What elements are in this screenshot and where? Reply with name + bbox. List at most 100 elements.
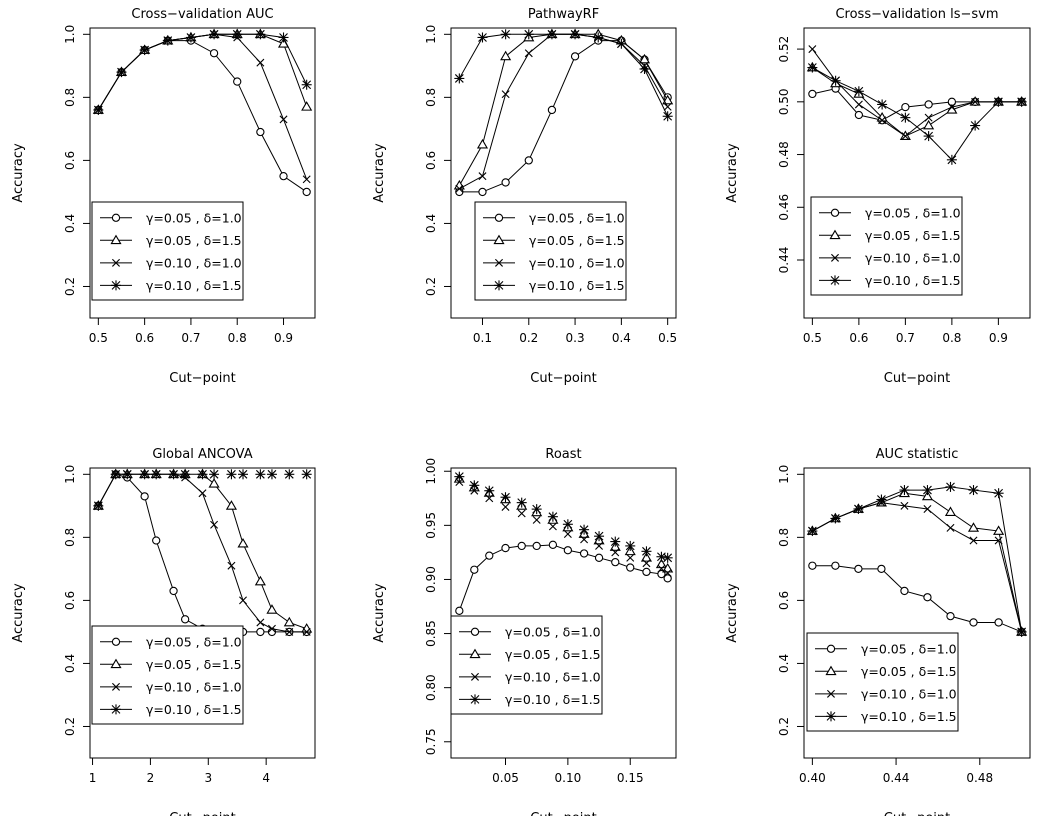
series-line: [97, 473, 307, 633]
data-point: [971, 97, 980, 106]
data-point: [993, 96, 1004, 107]
data-point: [232, 29, 243, 40]
data-point: [546, 29, 557, 40]
legend: γ=0.05 , δ=1.0 γ=0.05 , δ=1.5 γ=0.10 , δ=1…: [474, 201, 627, 301]
x-tick-label: 2: [147, 771, 155, 785]
data-point: [267, 624, 276, 633]
y-tick-label: 0.4: [63, 214, 77, 233]
data-point: [831, 561, 840, 570]
data-point: [626, 563, 635, 572]
data-point: [237, 537, 249, 548]
series-line: [459, 33, 669, 190]
data-point: [642, 567, 651, 577]
legend-entry: γ=0.05 , δ=1.0: [861, 641, 957, 656]
chart-title: Global ANCOVA: [152, 447, 252, 462]
chart-title: Cross−validation AUC: [131, 7, 273, 22]
data-point: [922, 485, 933, 496]
data-point: [663, 102, 672, 111]
legend-entry: γ=0.10 , δ=1.0: [146, 255, 242, 270]
y-tick-label: 0.8: [63, 88, 77, 107]
data-point: [900, 586, 909, 596]
series-line: [97, 33, 308, 111]
data-point: [180, 615, 190, 624]
legend-marker: [493, 234, 505, 245]
data-point: [301, 469, 312, 480]
data-point: [946, 523, 955, 532]
chart-panel: Roast Cut−point Accuracy 0.05 0.10 0.15 0.75 0.…: [372, 447, 677, 816]
legend-marker: [830, 208, 840, 217]
y-tick-label: 0.8: [777, 528, 791, 547]
chart-title: Roast: [545, 447, 581, 462]
data-point: [209, 49, 219, 58]
data-point: [878, 116, 887, 125]
legend-entry: γ=0.10 , δ=1.0: [529, 255, 625, 270]
y-tick-label: 0.2: [424, 277, 438, 296]
data-point: [477, 32, 488, 43]
plot-frame: [89, 27, 316, 319]
data-point: [266, 469, 277, 480]
legend-entry: γ=0.10 , δ=1.0: [861, 686, 957, 701]
series-triangle: [92, 28, 313, 114]
data-point: [140, 492, 149, 501]
data-point: [853, 503, 864, 514]
data-point: [901, 102, 910, 112]
legend-marker: [827, 689, 835, 698]
data-point: [947, 103, 956, 112]
data-point: [501, 502, 510, 511]
legend-marker: [495, 258, 503, 267]
legend: γ=0.05 , δ=1.0 γ=0.05 , δ=1.5 γ=0.10 , δ=1…: [806, 632, 959, 732]
data-point: [807, 526, 818, 537]
legend-entry: γ=0.10 , δ=1.5: [865, 273, 961, 288]
series-star: [454, 471, 673, 563]
data-point: [523, 29, 534, 40]
data-point: [1016, 96, 1027, 107]
data-point: [924, 100, 933, 109]
y-tick-label: 0.6: [777, 591, 791, 610]
x-tick-label: 0.7: [181, 331, 200, 345]
x-tick-label: 4: [262, 771, 270, 785]
x-axis-label: Cut−point: [884, 811, 950, 816]
plot-frame: [450, 27, 677, 319]
legend-entry: γ=0.05 , δ=1.5: [861, 664, 957, 679]
data-point: [570, 29, 581, 40]
data-point: [198, 489, 207, 498]
data-point: [877, 564, 886, 574]
data-point: [122, 469, 133, 480]
legend: γ=0.05 , δ=1.0 γ=0.05 , δ=1.5 γ=0.10 , δ=1…: [810, 196, 963, 296]
x-tick-label: 0.8: [228, 331, 247, 345]
data-point: [209, 469, 220, 480]
data-point: [807, 62, 818, 73]
data-point: [662, 111, 673, 122]
data-point: [808, 89, 817, 99]
data-point: [548, 540, 558, 549]
data-point: [830, 75, 841, 86]
data-point: [593, 32, 604, 43]
series-line: [458, 33, 669, 186]
data-point: [531, 504, 542, 515]
data-point: [900, 501, 909, 510]
data-point: [210, 520, 219, 529]
series-line: [812, 492, 1023, 633]
data-point: [256, 58, 265, 67]
y-tick-label: 0.46: [777, 194, 791, 221]
data-point: [808, 45, 817, 54]
legend-marker: [469, 648, 481, 659]
data-point: [923, 504, 932, 513]
x-tick-label: 0.7: [896, 331, 915, 345]
data-point: [284, 469, 295, 480]
x-tick-label: 0.10: [555, 771, 582, 785]
data-point: [970, 120, 981, 131]
legend-entry: γ=0.05 , δ=1.0: [529, 210, 625, 225]
data-point: [266, 604, 278, 614]
data-point: [524, 156, 533, 165]
data-point: [524, 49, 533, 58]
series-circle: [94, 36, 311, 197]
series-circle: [455, 540, 672, 615]
data-point: [580, 535, 589, 544]
x-tick-label: 0.44: [883, 771, 910, 785]
data-point: [301, 101, 313, 111]
y-tick-label: 0.50: [777, 88, 791, 115]
data-point: [470, 565, 479, 574]
plot-frame: [89, 467, 316, 759]
legend-marker: [830, 275, 840, 286]
